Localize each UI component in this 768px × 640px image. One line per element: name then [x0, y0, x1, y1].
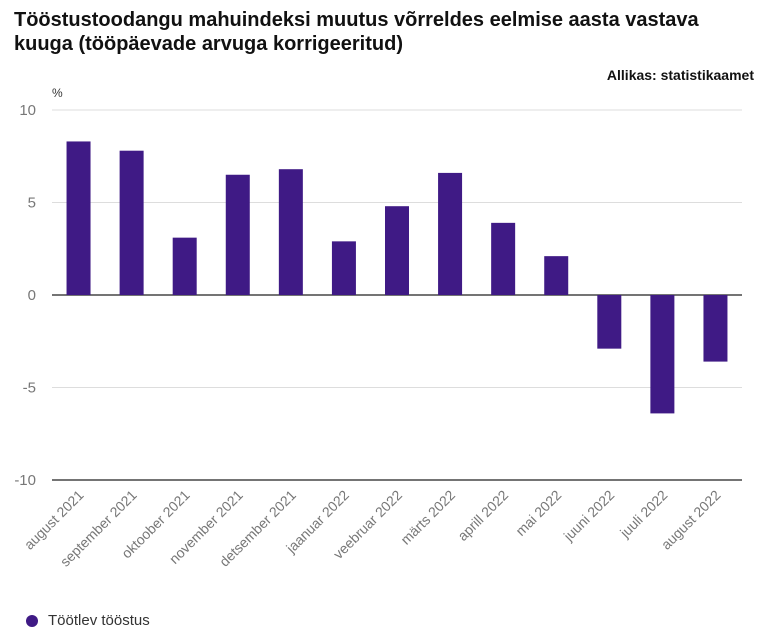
bar	[119, 150, 144, 295]
bar	[278, 169, 303, 295]
bar	[66, 141, 91, 295]
bar	[491, 222, 516, 295]
chart-title: Tööstustoodangu mahuindeksi muutus võrre…	[14, 9, 699, 55]
bar	[438, 172, 463, 295]
x-tick-label: mai 2022	[512, 487, 564, 539]
bar	[331, 241, 356, 295]
y-tick-label: -5	[23, 380, 36, 397]
bar	[650, 295, 675, 414]
bar	[172, 237, 197, 295]
y-tick-label: 0	[28, 287, 36, 304]
x-tick-label: märts 2022	[397, 487, 458, 548]
y-tick-label: -10	[14, 472, 36, 489]
chart-source: Allikas: statistikaamet	[606, 67, 754, 83]
bar	[385, 206, 409, 295]
legend: Töötlev tööstus	[26, 612, 150, 629]
x-tick-label: aprill 2022	[454, 487, 511, 544]
bar	[597, 295, 622, 349]
x-tick-label: juuli 2022	[616, 487, 671, 542]
y-axis-unit: %	[52, 86, 63, 100]
legend-dot-icon	[26, 614, 38, 627]
x-tick-label: juuni 2022	[560, 487, 618, 545]
y-tick-label: 10	[19, 102, 36, 119]
bar	[225, 174, 250, 295]
bar	[544, 256, 569, 295]
bar	[703, 295, 728, 362]
legend-label: Töötlev tööstus	[48, 612, 150, 629]
y-tick-label: 5	[28, 195, 36, 212]
